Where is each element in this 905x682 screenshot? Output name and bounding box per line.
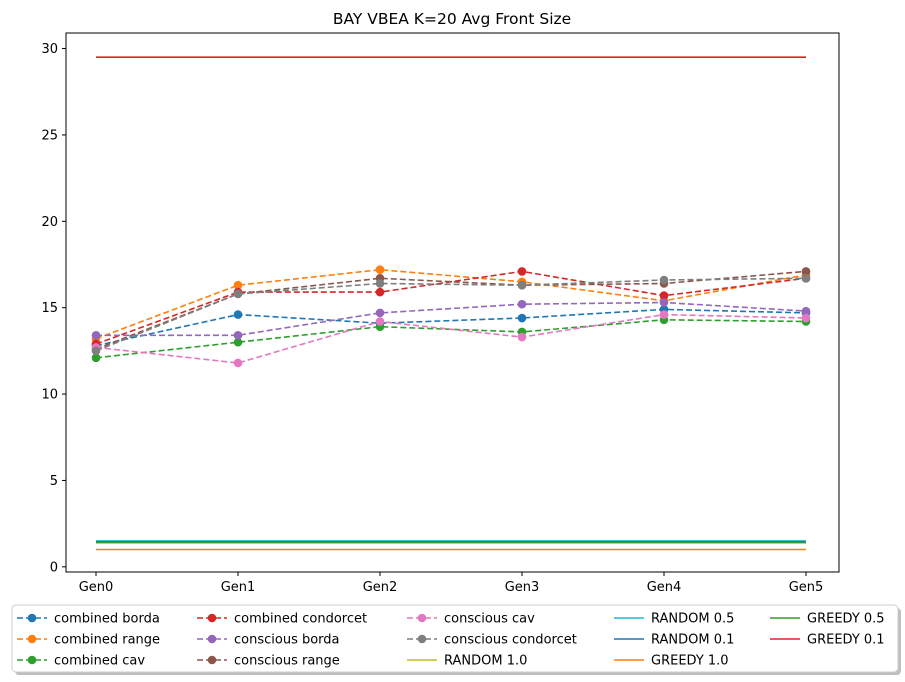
legend-box bbox=[11, 604, 899, 673]
data-point-conscious-cav bbox=[375, 317, 385, 326]
series-line-combined-condorcet bbox=[95, 270, 807, 345]
legend-swatch-marker bbox=[207, 655, 217, 665]
legend-item-greedy-0-5: GREEDY 0.5 bbox=[770, 612, 885, 627]
data-point-combined-borda bbox=[517, 313, 527, 323]
series-line-conscious-cav bbox=[95, 313, 807, 364]
data-point-combined-borda bbox=[233, 310, 243, 319]
series-combined-borda bbox=[91, 305, 811, 350]
series-combined-cav bbox=[91, 315, 811, 363]
data-point-conscious-cav bbox=[801, 313, 811, 323]
data-point-conscious-range bbox=[801, 267, 811, 276]
x-tick-label: Gen2 bbox=[363, 580, 398, 595]
data-point-conscious-condorcet bbox=[659, 275, 669, 285]
x-tick-label: Gen4 bbox=[647, 580, 682, 595]
legend-swatch-marker bbox=[27, 655, 37, 665]
series-conscious-cav bbox=[91, 310, 811, 368]
legend-label: conscious range bbox=[234, 654, 340, 669]
legend-item-combined-range: combined range bbox=[17, 633, 160, 648]
legend-label: conscious borda bbox=[234, 633, 340, 648]
legend-swatch-marker bbox=[27, 613, 37, 623]
legend-item-conscious-range: conscious range bbox=[197, 654, 340, 669]
legend-item-conscious-borda: conscious borda bbox=[197, 633, 340, 648]
legend-label: combined range bbox=[54, 633, 160, 648]
x-tick-label: Gen1 bbox=[221, 580, 256, 595]
legend: combined borda combined range combined cav… bbox=[11, 604, 901, 675]
data-point-combined-cav bbox=[233, 337, 243, 347]
y-tick-label: 5 bbox=[50, 474, 58, 489]
data-point-conscious-borda bbox=[801, 306, 811, 316]
data-point-combined-condorcet bbox=[517, 267, 527, 276]
legend-swatch-marker bbox=[207, 613, 217, 623]
legend-label: combined condorcet bbox=[234, 612, 367, 627]
legend-item-conscious-condorcet: conscious condorcet bbox=[407, 633, 577, 648]
legend-swatch-marker bbox=[417, 613, 427, 623]
legend-label: combined cav bbox=[54, 654, 145, 669]
data-point-combined-condorcet bbox=[659, 291, 669, 300]
data-point-conscious-condorcet bbox=[517, 280, 527, 290]
y-tick-label: 25 bbox=[41, 128, 58, 143]
legend-label: conscious cav bbox=[444, 612, 535, 627]
data-point-combined-range bbox=[375, 265, 385, 274]
data-point-conscious-condorcet bbox=[801, 274, 811, 283]
series-line-conscious-borda bbox=[96, 301, 807, 337]
data-point-combined-condorcet bbox=[375, 287, 385, 297]
legend-label: combined borda bbox=[54, 612, 160, 627]
plot-area bbox=[91, 56, 811, 551]
legend-item-random-0-5: RANDOM 0.5 bbox=[614, 612, 734, 627]
legend-item-combined-condorcet: combined condorcet bbox=[197, 612, 367, 627]
legend-label: GREEDY 0.1 bbox=[807, 633, 885, 648]
legend-label: conscious condorcet bbox=[444, 633, 577, 648]
data-point-conscious-borda bbox=[659, 298, 669, 307]
legend-item-random-1-0: RANDOM 1.0 bbox=[407, 654, 527, 669]
data-point-conscious-borda bbox=[375, 308, 385, 318]
x-tick-label: Gen3 bbox=[505, 580, 540, 595]
chart-title: BAY VBEA K=20 Avg Front Size bbox=[333, 10, 571, 28]
legend-item-random-0-1: RANDOM 0.1 bbox=[614, 633, 734, 648]
legend-item-combined-cav: combined cav bbox=[17, 654, 145, 669]
legend-swatch-marker bbox=[27, 634, 37, 644]
series-conscious-borda bbox=[91, 298, 811, 340]
legend-label: GREEDY 0.5 bbox=[807, 612, 885, 627]
data-point-conscious-cav bbox=[517, 332, 527, 342]
data-point-conscious-borda bbox=[91, 331, 101, 340]
axes: 0 5 10 15 20 25 30 Gen0 Gen1 Gen2 Gen3 Gen4 Gen5 bbox=[41, 32, 840, 595]
data-point-conscious-cav bbox=[659, 310, 669, 319]
series-conscious-condorcet bbox=[91, 274, 811, 356]
legend-label: GREEDY 1.0 bbox=[651, 654, 729, 669]
data-point-conscious-condorcet bbox=[375, 279, 385, 288]
y-tick-label: 20 bbox=[41, 215, 58, 230]
data-point-combined-range bbox=[233, 280, 243, 290]
data-point-conscious-condorcet bbox=[91, 346, 101, 356]
series-line-combined-range bbox=[95, 268, 807, 340]
data-point-conscious-borda bbox=[517, 299, 527, 309]
legend-swatch-marker bbox=[417, 634, 427, 644]
data-point-conscious-cav bbox=[233, 358, 243, 368]
legend-item-greedy-1-0: GREEDY 1.0 bbox=[614, 654, 729, 669]
series-line-combined-cav bbox=[95, 318, 807, 359]
series-line-conscious-condorcet bbox=[95, 277, 807, 352]
legend-label: RANDOM 0.5 bbox=[651, 612, 734, 627]
data-point-conscious-condorcet bbox=[233, 289, 243, 299]
y-tick-label: 30 bbox=[41, 42, 58, 57]
legend-label: RANDOM 1.0 bbox=[444, 654, 527, 669]
legend-label: RANDOM 0.1 bbox=[651, 633, 734, 648]
legend-item-combined-borda: combined borda bbox=[17, 612, 160, 627]
y-tick-label: 15 bbox=[41, 301, 58, 316]
legend-swatch-marker bbox=[207, 634, 217, 644]
legend-item-conscious-cav: conscious cav bbox=[407, 612, 535, 627]
axes-frame bbox=[65, 32, 840, 573]
x-tick-label: Gen5 bbox=[789, 580, 824, 595]
data-point-conscious-borda bbox=[233, 331, 243, 340]
legend-item-greedy-0-1: GREEDY 0.1 bbox=[770, 633, 885, 648]
y-tick-label: 10 bbox=[41, 388, 58, 403]
y-tick-label: 0 bbox=[50, 560, 58, 575]
data-point-combined-cav bbox=[91, 353, 101, 363]
series-line-combined-borda bbox=[95, 308, 807, 347]
series-conscious-range bbox=[91, 267, 811, 354]
x-tick-label: Gen0 bbox=[79, 580, 114, 595]
